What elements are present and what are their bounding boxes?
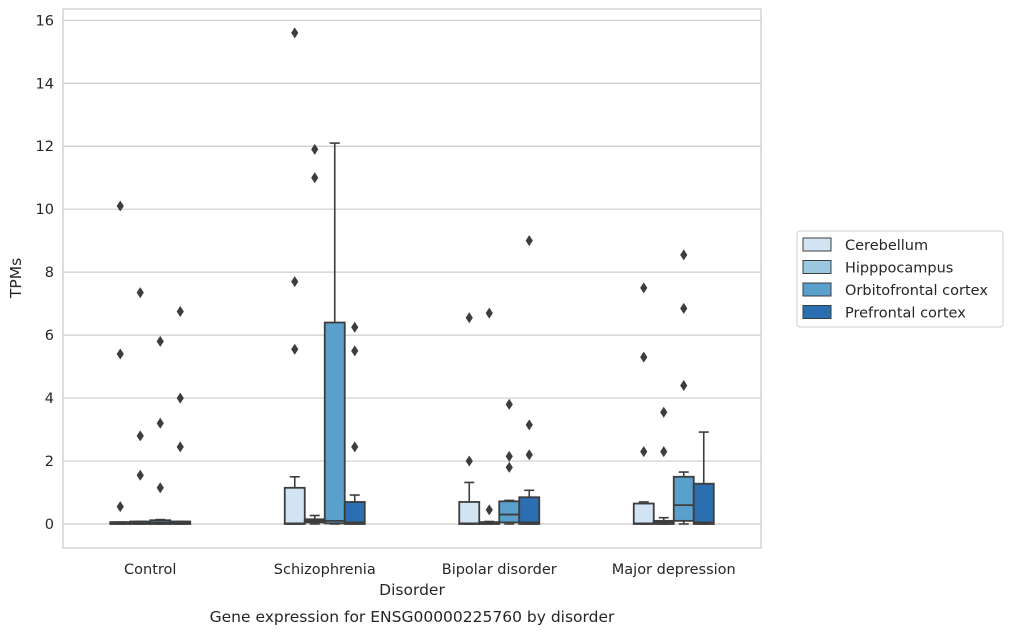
- outlier-point: [176, 441, 184, 453]
- box-prefrontal-cortex: [692, 431, 715, 525]
- outlier-point: [640, 282, 648, 294]
- box: [518, 496, 541, 525]
- legend-entry-label: Orbitofrontal cortex: [845, 283, 988, 299]
- outlier-point: [176, 306, 184, 318]
- box-orbitofrontal-cortex: [498, 398, 521, 525]
- box-hipppocampus: [129, 287, 152, 525]
- box: [343, 501, 366, 525]
- box-prefrontal-cortex: [169, 306, 192, 525]
- outlier-point: [156, 417, 164, 429]
- outlier-point: [311, 143, 319, 155]
- legend-swatch: [802, 237, 832, 252]
- outlier-point: [680, 249, 688, 261]
- legend-frame: [796, 230, 1004, 328]
- gridlines: [63, 19, 761, 525]
- x-axis-label: Disorder: [379, 581, 445, 599]
- y-axis-ticks: 0 2 4 6 8 10 12 14 16: [36, 13, 54, 533]
- outlier-point: [505, 461, 513, 473]
- box-orbitofrontal-cortex: [672, 249, 695, 525]
- outlier-point: [291, 276, 299, 288]
- outlier-point: [525, 235, 533, 247]
- y-tick-label: 0: [45, 517, 54, 533]
- outlier-point: [465, 455, 473, 467]
- x-axis-ticks: Control Schizophrenia Bipolar disorder Majo…: [124, 562, 736, 578]
- outlier-point: [136, 469, 144, 481]
- box-orbitofrontal-cortex: [149, 335, 172, 525]
- legend-swatch: [802, 260, 832, 274]
- box-hipppocampus: [478, 307, 501, 525]
- outlier-point: [465, 312, 473, 324]
- outlier-point: [291, 27, 299, 39]
- outlier-point: [505, 450, 513, 462]
- outlier-point: [116, 200, 124, 212]
- outlier-point: [136, 287, 144, 299]
- box-cerebellum: [283, 27, 306, 525]
- outlier-point: [660, 446, 668, 458]
- x-tick-label: Bipolar disorder: [442, 562, 557, 578]
- plot-frame: [62, 8, 762, 549]
- outlier-point: [525, 419, 533, 431]
- box: [672, 475, 695, 522]
- outlier-point: [351, 441, 359, 453]
- box-hipppocampus: [303, 143, 326, 525]
- legend-entry-label: Cerebellum: [845, 238, 928, 254]
- outlier-point: [485, 307, 493, 319]
- box: [458, 501, 481, 525]
- box-cerebellum: [632, 282, 655, 525]
- box-cerebellum: [458, 312, 481, 525]
- outlier-point: [176, 392, 184, 404]
- outlier-point: [136, 430, 144, 442]
- outlier-point: [291, 343, 299, 355]
- legend-entry-label: Prefrontal cortex: [845, 306, 966, 322]
- y-tick-label: 6: [45, 328, 54, 344]
- box: [692, 482, 715, 525]
- box-prefrontal-cortex: [343, 321, 366, 525]
- chart-caption: Gene expression for ENSG00000225760 by d…: [210, 608, 615, 626]
- outlier-point: [505, 398, 513, 410]
- box-series: [109, 27, 715, 525]
- x-tick-label: Schizophrenia: [274, 562, 376, 578]
- legend-swatch: [802, 282, 832, 297]
- box-cerebellum: [109, 200, 132, 525]
- legend-swatch: [802, 305, 832, 319]
- outlier-point: [311, 172, 319, 184]
- outlier-point: [156, 482, 164, 494]
- y-tick-label: 14: [36, 76, 54, 92]
- box: [632, 502, 655, 525]
- outlier-point: [116, 501, 124, 513]
- outlier-point: [640, 351, 648, 363]
- y-tick-label: 16: [36, 13, 54, 29]
- outlier-point: [525, 449, 533, 461]
- y-tick-label: 10: [36, 202, 54, 218]
- outlier-point: [660, 406, 668, 418]
- box: [323, 321, 346, 525]
- y-tick-label: 12: [36, 139, 54, 155]
- box: [283, 486, 306, 525]
- x-tick-label: Control: [124, 562, 176, 578]
- legend-entry-label: Hipppocampus: [845, 261, 953, 277]
- outlier-point: [351, 321, 359, 333]
- outlier-point: [680, 379, 688, 391]
- legend: Cerebellum Hipppocampus Orbitofrontal cort…: [796, 230, 1004, 328]
- box: [498, 500, 521, 524]
- y-tick-label: 2: [45, 454, 54, 470]
- y-axis-label: TPMs: [7, 258, 25, 299]
- y-tick-label: 8: [45, 265, 54, 281]
- x-tick-label: Major depression: [612, 562, 736, 578]
- outlier-point: [156, 335, 164, 347]
- outlier-point: [485, 504, 493, 516]
- outlier-point: [116, 348, 124, 360]
- outlier-point: [351, 345, 359, 357]
- box-hipppocampus: [652, 406, 675, 525]
- outlier-point: [680, 302, 688, 314]
- box-orbitofrontal-cortex: [323, 142, 346, 525]
- y-tick-label: 4: [45, 391, 54, 407]
- outlier-point: [640, 446, 648, 458]
- box-prefrontal-cortex: [518, 235, 541, 525]
